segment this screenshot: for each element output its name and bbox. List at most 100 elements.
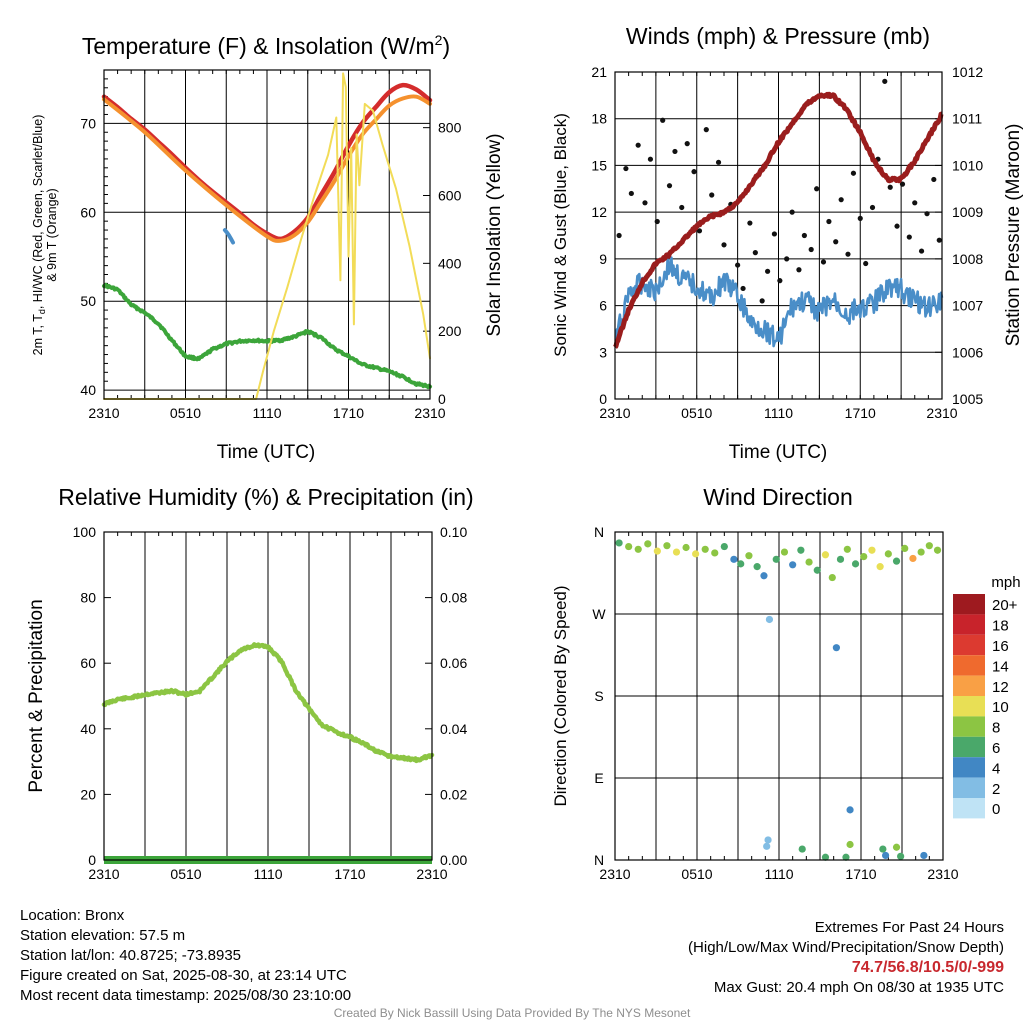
temperature-panel: Temperature (F) & Insolation (W/m2) 2m T… [31, 32, 505, 463]
y-tick-label: 6 [599, 298, 607, 314]
x-tick-label: 2310 [88, 405, 119, 421]
y-tick-label: 12 [591, 204, 607, 220]
y2-tick-label: 0.10 [440, 524, 467, 540]
direction-point [832, 644, 841, 652]
colorbar-swatch [953, 614, 985, 635]
y2-tick-label: 1006 [952, 344, 983, 360]
winds-panel-title: Winds (mph) & Pressure (mb) [626, 23, 930, 49]
direction-point [846, 806, 854, 814]
gust-point [635, 142, 641, 148]
credit-line: Created By Nick Bassill Using Data Provi… [333, 1006, 691, 1020]
direction-panel: Wind Direction Direction (Colored By Spe… [551, 484, 1021, 882]
x-tick-label: 2310 [926, 405, 957, 421]
winds-y2label: Station Pressure (Maroon) [1003, 124, 1024, 347]
x-tick-label: 1110 [764, 405, 793, 421]
y-tick-label: 15 [591, 157, 607, 173]
y2-tick-label: 200 [438, 323, 462, 339]
y2-tick-label: 0 [438, 391, 446, 407]
colorbar-swatch [953, 798, 985, 819]
colorbar-swatch [953, 757, 985, 778]
direction-point [842, 853, 850, 861]
direction-point [909, 554, 917, 563]
direction-point [763, 842, 771, 850]
gust-point [759, 298, 765, 304]
gust-point [684, 141, 690, 147]
direction-point [797, 546, 805, 554]
direction-point [805, 558, 813, 566]
y-tick-label: N [594, 852, 604, 868]
colorbar-label: 18 [992, 618, 1009, 635]
gust-point [899, 181, 906, 187]
direction-point [753, 563, 761, 571]
gust-point [894, 223, 900, 229]
y-tick-label: 21 [591, 64, 607, 80]
series-sonic-wind [614, 256, 944, 348]
x-tick-label: 1710 [845, 866, 876, 882]
direction-point [772, 555, 780, 563]
direction-point [879, 845, 887, 853]
direction-point [634, 545, 642, 553]
y-tick-label: W [592, 606, 606, 622]
direction-point [821, 551, 830, 559]
gust-point [642, 200, 648, 206]
gust-point [936, 237, 942, 243]
gust-point [796, 267, 802, 273]
direction-point [780, 548, 789, 556]
y-tick-label: 60 [80, 204, 96, 220]
colorbar-label: 10 [992, 699, 1009, 716]
y-tick-label: 40 [80, 721, 96, 737]
colorbar-label: 2 [992, 781, 1000, 798]
gust-point [660, 117, 666, 123]
gust-point [924, 211, 930, 217]
direction-point [897, 852, 905, 860]
y2-tick-label: 400 [438, 255, 462, 271]
station-elevation: Station elevation: 57.5 m [20, 927, 186, 944]
y2-tick-label: 600 [438, 187, 462, 203]
colorbar-label: 4 [992, 760, 1000, 777]
gust-point [721, 242, 727, 248]
series-station-pressure [613, 91, 944, 349]
y-tick-label: 50 [80, 293, 96, 309]
colorbar-label: 16 [992, 638, 1009, 655]
gust-point [863, 260, 869, 267]
x-tick-label: 1110 [253, 866, 282, 882]
y2-tick-label: 0.08 [440, 590, 467, 606]
direction-point [860, 553, 868, 561]
y-tick-label: 3 [599, 344, 607, 360]
direction-point [876, 563, 884, 571]
temperature-panel-title: Temperature (F) & Insolation (W/m2) [82, 32, 450, 59]
x-tick-label: 2310 [88, 866, 119, 882]
colorbar-swatch [953, 696, 985, 717]
direction-point [764, 836, 772, 844]
speed-colorbar: 20+ 18 16 14 12 10 8 6 4 2 0 [953, 594, 1018, 819]
gust-point [850, 170, 857, 176]
y-tick-label: 60 [80, 655, 96, 671]
direction-point [892, 843, 901, 851]
temperature-ylabel-line2: & 9m T (Orange) [45, 188, 59, 281]
y2-tick-label: 1005 [952, 391, 983, 407]
gust-point [709, 192, 715, 198]
direction-point [933, 546, 942, 554]
temperature-ylabel: 2m T, Td, HI/WC (Red, Green, Scarlet/Blu… [31, 115, 47, 356]
recent-timestamp: Most recent data timestamp: 2025/08/30 2… [20, 987, 352, 1004]
x-tick-label: 2310 [599, 405, 630, 421]
direction-panel-title: Wind Direction [703, 484, 853, 510]
y2-tick-label: 1007 [952, 298, 983, 314]
colorbar-swatch [953, 736, 985, 758]
gust-point [628, 190, 634, 197]
y-tick-label: 20 [80, 786, 96, 802]
gust-point [833, 239, 839, 245]
winds-panel: Winds (mph) & Pressure (mb) Sonic Wind &… [551, 23, 1024, 463]
station-info: Location: Bronx Station elevation: 57.5 … [20, 906, 351, 1006]
y-tick-label: 70 [80, 115, 96, 131]
direction-point [868, 546, 876, 554]
humidity-ylabel: Percent & Precipitation [26, 599, 47, 792]
gust-point [838, 197, 844, 203]
y2-tick-label: 0.02 [440, 786, 467, 802]
colorbar-label: 6 [992, 740, 1000, 757]
humidity-panel: Relative Humidity (%) & Precipitation (i… [26, 484, 474, 882]
gust-point [672, 148, 678, 155]
gust-point [747, 220, 753, 226]
y-tick-label: E [594, 770, 603, 786]
